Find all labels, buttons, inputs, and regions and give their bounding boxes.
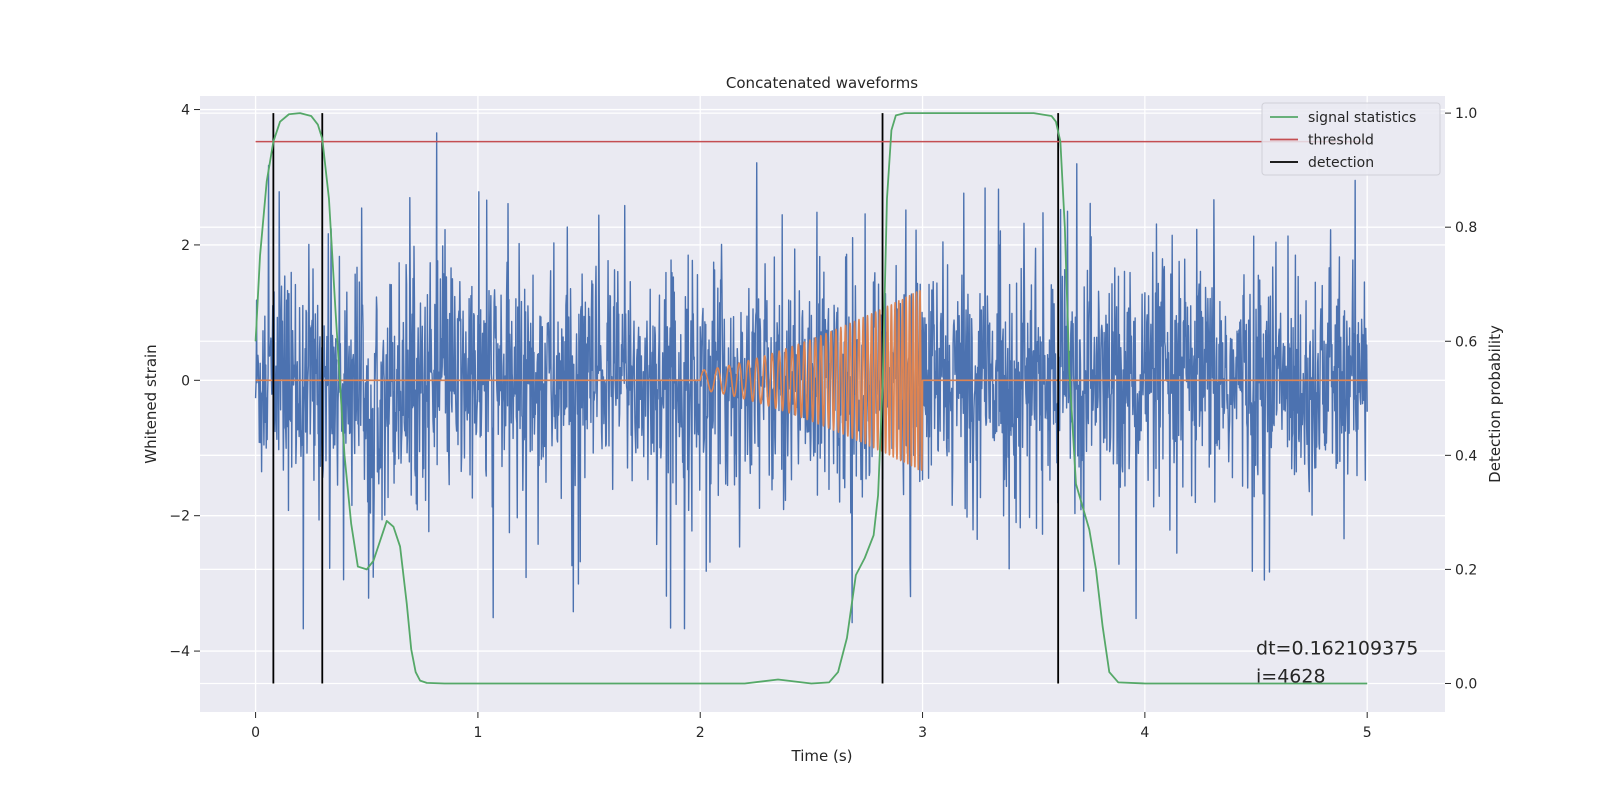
chirp-series-line (255, 289, 1368, 471)
legend-box (1261, 102, 1441, 176)
y-axis-label-left: Whitened strain (142, 344, 160, 463)
x-tick-label: 2 (696, 725, 705, 741)
y-tick-label-right: 0.4 (1455, 448, 1477, 464)
signal-statistics-line (254, 112, 1368, 685)
x-tick-label: 0 (251, 725, 260, 741)
y-tick-label-right: 0.8 (1455, 220, 1477, 236)
annotation: dt=0.162109375 i=4628 (1256, 637, 1418, 687)
legend-label: threshold (1308, 133, 1374, 149)
x-tick-label: 1 (473, 725, 482, 741)
y-tick-label-right: 0.6 (1455, 334, 1477, 350)
y-tick-label-left: 2 (181, 238, 190, 254)
annotation-line: i=4628 (1256, 665, 1326, 687)
y-tick-label-left: 0 (181, 373, 190, 389)
y-tick-label-left: 4 (181, 103, 190, 119)
x-tick-label: 3 (918, 725, 927, 741)
x-tick-label: 4 (1140, 725, 1149, 741)
axes-layer: −4 −2 0 2 4 0.0 0.2 0.4 0.6 0.8 1.0 0 1 2 3 4 5 (169, 103, 1477, 741)
x-axis-label: Time (s) (791, 747, 853, 765)
legend-label: detection (1308, 155, 1374, 171)
y-tick-label-right: 0.2 (1455, 562, 1477, 578)
chart-title: Concatenated waveforms (726, 74, 918, 92)
legend-label: signal statistics (1308, 110, 1416, 126)
x-tick-label: 5 (1363, 725, 1372, 741)
annotation-line: dt=0.162109375 (1256, 637, 1418, 659)
y-tick-label-right: 0.0 (1455, 676, 1477, 692)
y-axis-label-right: Detection probability (1486, 325, 1504, 483)
y-tick-label-left: −4 (169, 644, 190, 660)
series-layer (254, 112, 1368, 685)
y-tick-label-left: −2 (169, 509, 190, 525)
legend: signal statistics threshold detection (1261, 102, 1441, 176)
y-tick-label-right: 1.0 (1455, 106, 1477, 122)
